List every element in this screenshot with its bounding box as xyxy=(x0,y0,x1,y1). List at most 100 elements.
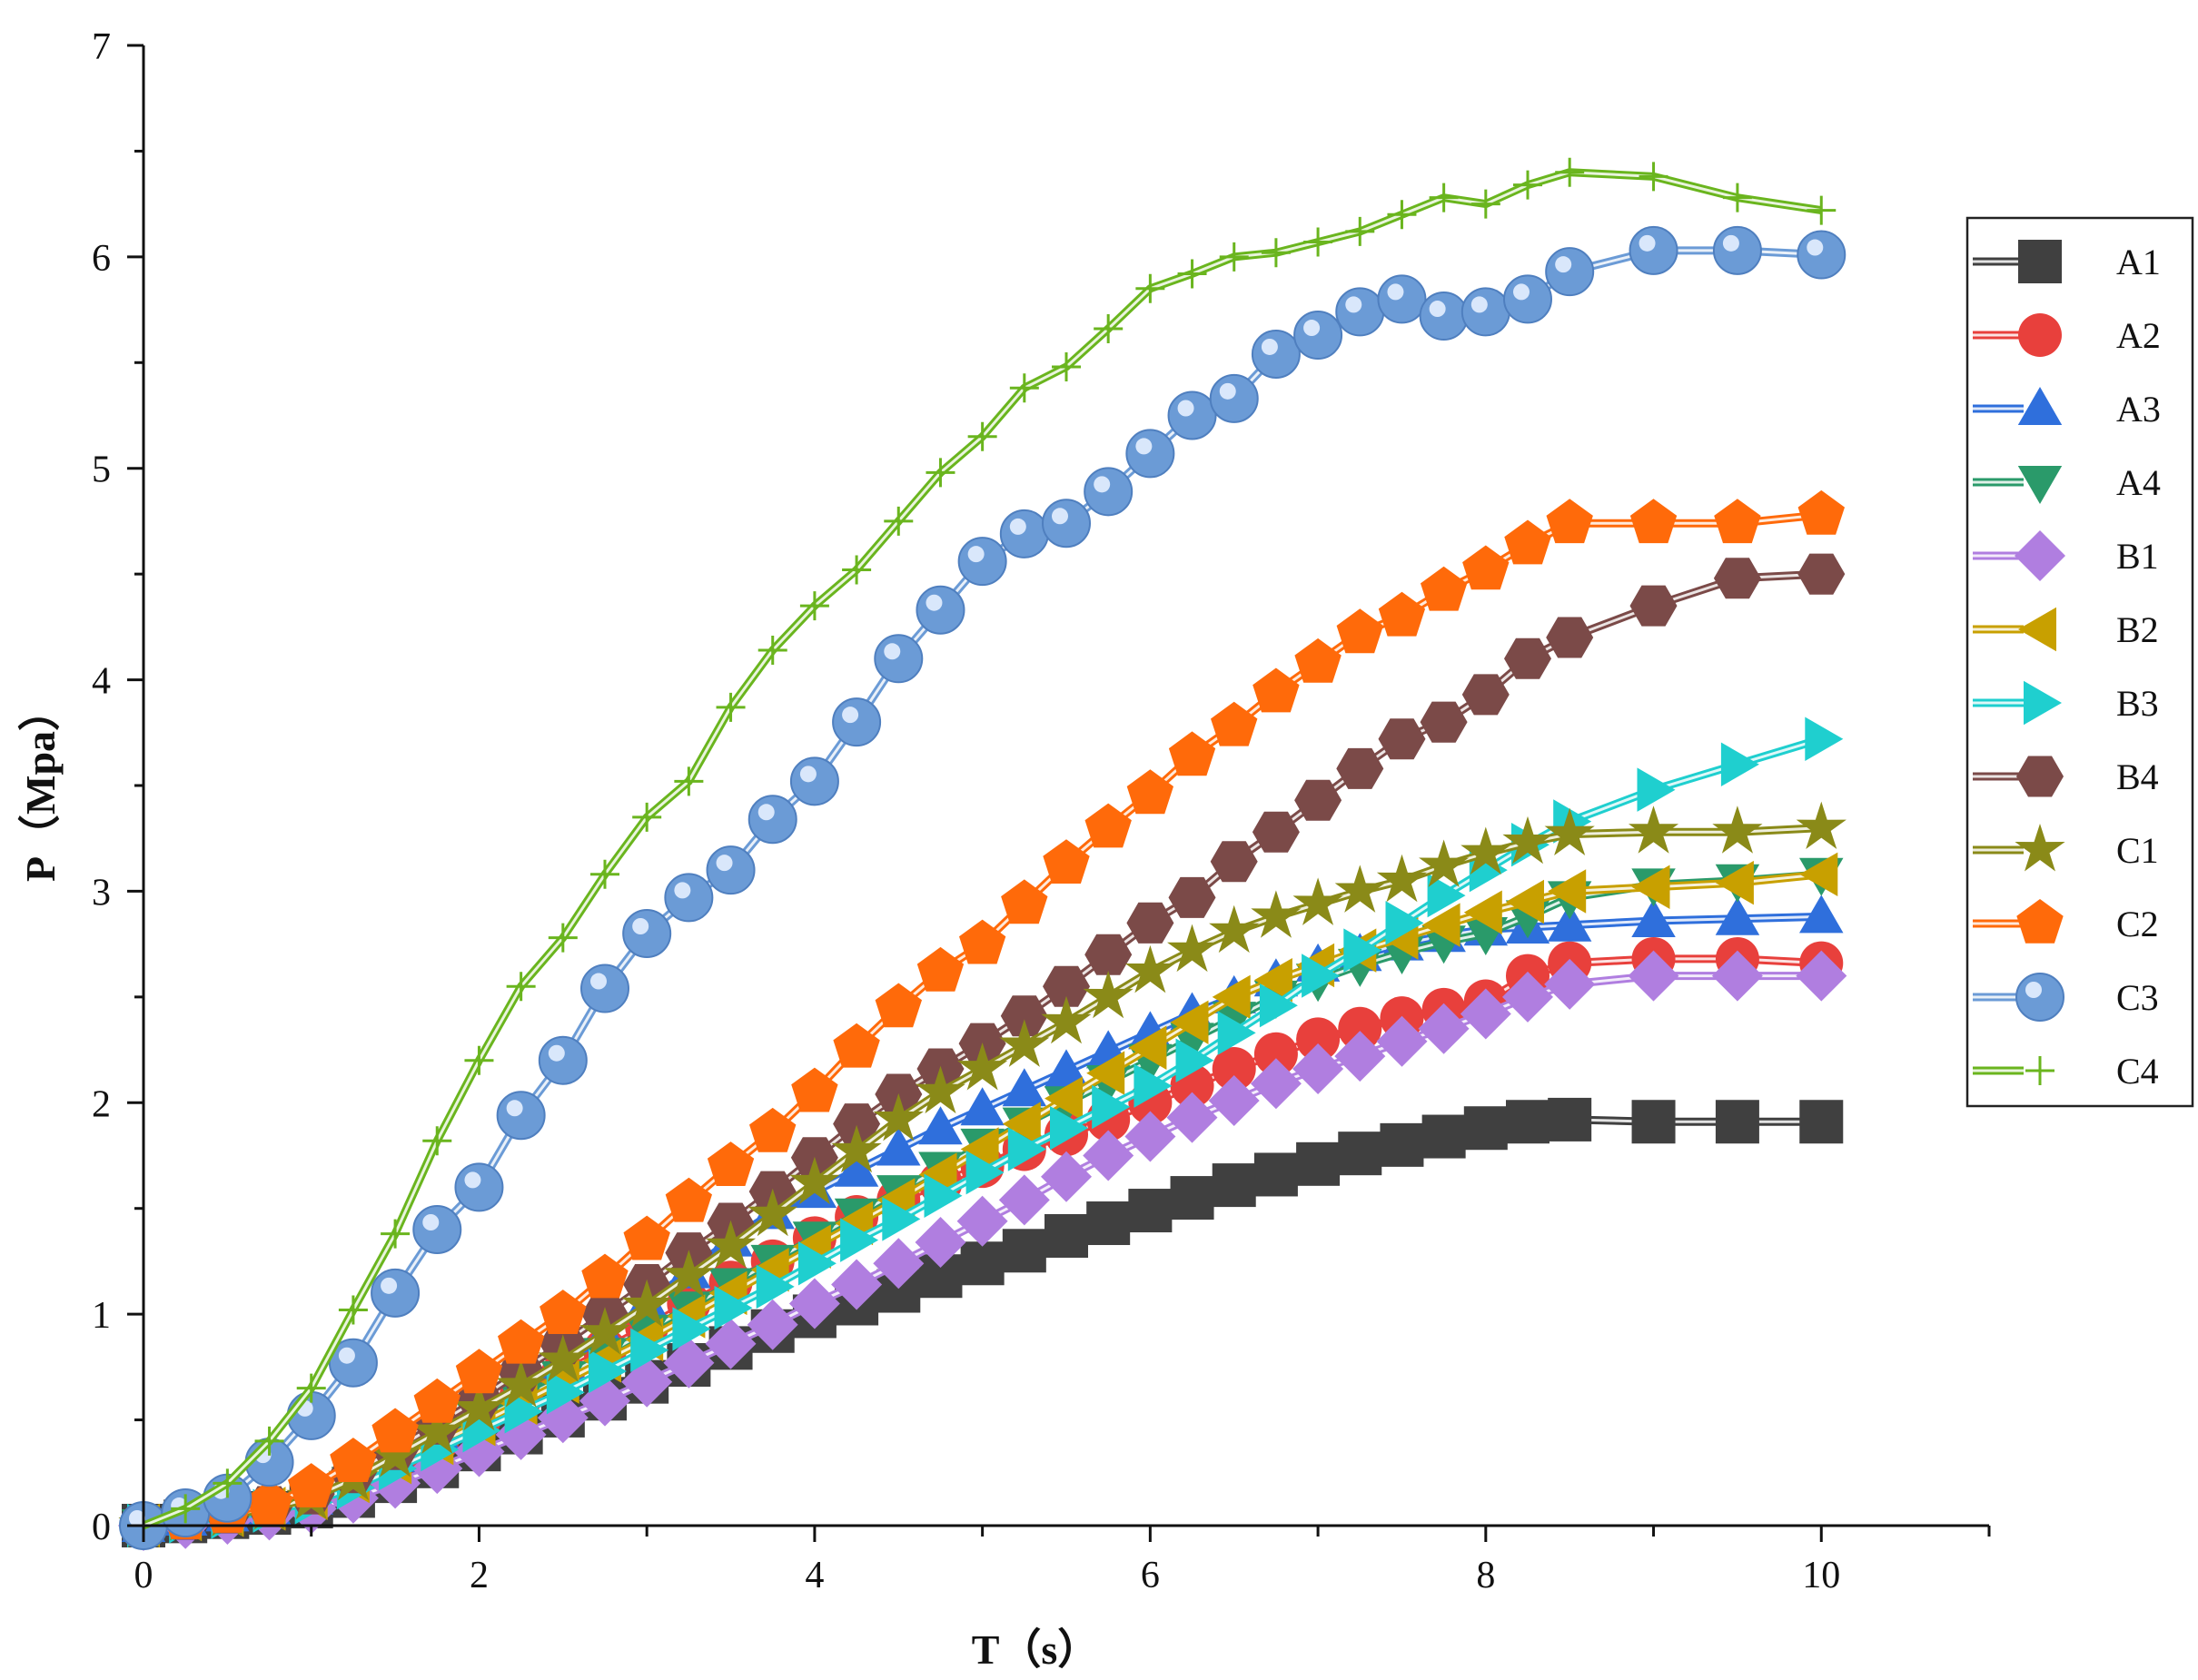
data-point-b2 xyxy=(1799,852,1838,896)
data-point-a1 xyxy=(1045,1213,1088,1258)
data-point-c1 xyxy=(1334,865,1385,913)
data-point-b1 xyxy=(1166,1092,1218,1143)
legend-marker-a4 xyxy=(2017,466,2063,504)
data-point-c2 xyxy=(413,1378,460,1423)
data-point-a1 xyxy=(1296,1141,1341,1186)
data-point-b2 xyxy=(1506,879,1544,924)
legend-marker-a2 xyxy=(2018,313,2062,357)
data-point-c2 xyxy=(791,1067,838,1112)
data-point-c3 xyxy=(538,1035,588,1085)
legend-marker-c3 xyxy=(2015,973,2064,1022)
data-point-c3-highlight xyxy=(1052,508,1068,525)
data-point-b4 xyxy=(1000,995,1048,1037)
series-c3 xyxy=(119,225,1847,1550)
series-line-core-c2 xyxy=(143,513,1822,1527)
legend-label-b3: B3 xyxy=(2116,683,2159,724)
data-point-b3 xyxy=(1050,1106,1088,1151)
data-point-b1 xyxy=(1334,1031,1386,1082)
y-tick-label: 7 xyxy=(92,26,111,68)
data-point-b3 xyxy=(882,1197,921,1241)
data-point-a3 xyxy=(1002,1068,1047,1107)
data-point-c4 xyxy=(1219,242,1249,272)
data-point-c1 xyxy=(1629,805,1679,854)
data-point-b4 xyxy=(1336,747,1384,789)
data-point-b4 xyxy=(1546,617,1594,658)
data-point-b3 xyxy=(1259,983,1298,1028)
data-point-c3 xyxy=(957,537,1007,587)
data-point-a3 xyxy=(1044,1049,1089,1088)
data-point-b2 xyxy=(960,1127,999,1171)
data-point-b2 xyxy=(1715,860,1754,905)
data-point-c2 xyxy=(749,1107,797,1152)
data-point-a3 xyxy=(1547,903,1592,942)
data-point-b2 xyxy=(1548,869,1587,914)
data-point-b1 xyxy=(1376,1015,1428,1067)
data-point-c4 xyxy=(506,972,536,1002)
data-point-c4 xyxy=(548,923,578,953)
data-point-c3 xyxy=(1419,292,1469,341)
data-point-c3-highlight xyxy=(1177,400,1194,417)
series-c4 xyxy=(129,157,1837,1540)
data-point-c2 xyxy=(665,1177,712,1222)
data-point-c4 xyxy=(967,421,997,451)
data-point-c3-highlight xyxy=(926,594,943,611)
data-point-a1 xyxy=(1002,1229,1046,1273)
legend-label-c1: C1 xyxy=(2116,830,2159,871)
data-point-c2 xyxy=(707,1141,755,1186)
data-point-a3 xyxy=(960,1087,1005,1126)
data-point-b1 xyxy=(663,1337,715,1388)
data-point-c4 xyxy=(1052,351,1081,381)
data-point-b2 xyxy=(1212,974,1251,1020)
data-point-c2 xyxy=(1126,769,1173,815)
x-tick-label: 6 xyxy=(1141,1555,1160,1596)
data-point-c4 xyxy=(1345,216,1375,246)
data-point-b1 xyxy=(831,1259,883,1310)
data-point-c3 xyxy=(1335,287,1385,337)
data-point-c2 xyxy=(1084,803,1132,848)
data-point-b3 xyxy=(630,1328,669,1372)
legend-item-c2: C2 xyxy=(1973,899,2159,944)
data-point-c3 xyxy=(496,1091,546,1141)
data-point-c3 xyxy=(748,795,797,845)
axes-group xyxy=(142,45,1989,1527)
data-point-b3 xyxy=(797,1241,837,1286)
data-point-c4 xyxy=(338,1295,368,1325)
data-point-c3-highlight xyxy=(1345,296,1362,313)
data-point-c1 xyxy=(1209,904,1260,954)
data-point-b3 xyxy=(840,1218,879,1262)
data-point-b1 xyxy=(915,1217,966,1268)
data-point-b3 xyxy=(924,1173,963,1218)
data-point-c3 xyxy=(1251,329,1301,379)
data-point-c4 xyxy=(674,766,704,796)
data-point-c3 xyxy=(916,585,965,635)
data-point-c1 xyxy=(1083,970,1134,1019)
data-point-c4 xyxy=(296,1373,326,1403)
data-point-b4 xyxy=(1504,637,1551,679)
data-point-c2 xyxy=(875,983,922,1028)
data-point-c2 xyxy=(330,1438,377,1482)
data-point-b2 xyxy=(1421,903,1460,947)
data-point-c3-highlight xyxy=(674,882,691,899)
data-point-b4 xyxy=(1294,779,1342,821)
data-point-c4 xyxy=(254,1426,284,1456)
legend-marker-c2 xyxy=(2016,899,2064,944)
y-axis-title: P（Mpa） xyxy=(17,689,64,882)
data-point-c1 xyxy=(789,1156,840,1205)
data-point-c4 xyxy=(1807,195,1837,225)
legend-marker-b3 xyxy=(2024,680,2062,726)
data-point-c3-highlight xyxy=(1009,518,1026,535)
legend-item-b2: B2 xyxy=(1973,607,2159,652)
data-point-c4 xyxy=(1177,259,1207,289)
data-point-a1 xyxy=(1338,1132,1382,1176)
data-point-c4 xyxy=(1135,273,1165,303)
data-point-b4 xyxy=(1084,934,1133,975)
y-ticks-group: 0 1 2 3 4 5 6 7 xyxy=(92,26,144,1548)
x-ticks-group: 0 2 4 6 8 10 xyxy=(134,1526,1991,1596)
series-line-c2 xyxy=(143,510,1822,1530)
data-point-c2 xyxy=(1797,489,1845,535)
x-tick-label: 4 xyxy=(805,1555,824,1596)
data-point-b1 xyxy=(1544,958,1596,1010)
data-point-c4 xyxy=(632,802,662,832)
data-point-c3 xyxy=(622,909,672,958)
